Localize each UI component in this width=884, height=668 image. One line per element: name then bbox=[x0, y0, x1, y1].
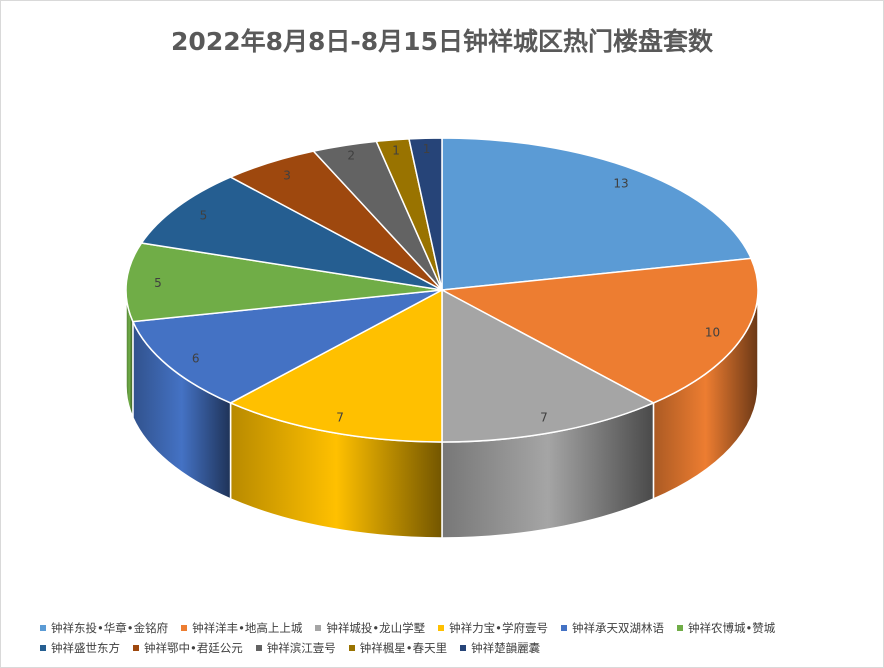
data-label-7: 3 bbox=[283, 168, 291, 182]
legend-item: 钟祥承天双湖林语 bbox=[560, 620, 664, 636]
data-label-8: 2 bbox=[347, 149, 355, 163]
pie-slice-4 bbox=[131, 289, 443, 404]
pie-slice-3 bbox=[228, 288, 443, 443]
legend-swatch bbox=[181, 625, 188, 631]
legend-label: 钟祥力宝•学府壹号 bbox=[449, 621, 548, 635]
pie-slice-0 bbox=[441, 137, 753, 291]
legend-swatch bbox=[438, 625, 445, 631]
pie-slice-1 bbox=[439, 257, 759, 404]
legend-label: 钟祥东投•华章•金铭府 bbox=[51, 621, 169, 635]
legend-swatch bbox=[348, 645, 355, 651]
data-label-9: 1 bbox=[392, 143, 400, 157]
legend-label: 钟祥城投•龙山学墅 bbox=[326, 621, 426, 635]
pie-side-walls bbox=[125, 289, 759, 539]
pie-slice-10 bbox=[408, 137, 443, 291]
data-label-6: 5 bbox=[200, 208, 208, 222]
legend-label: 钟祥承天双湖林语 bbox=[571, 621, 664, 635]
legend-label: 钟祥滨江壹号 bbox=[266, 641, 336, 655]
data-label-3: 7 bbox=[336, 411, 344, 425]
legend-swatch bbox=[560, 625, 567, 631]
legend-label: 钟祥楚韻麗囊 bbox=[471, 641, 541, 655]
legend-swatch bbox=[255, 645, 262, 651]
legend-item: 钟祥城投•龙山学墅 bbox=[315, 620, 425, 636]
legend-label: 钟祥楓星•春天里 bbox=[359, 641, 448, 655]
legend-swatch bbox=[676, 625, 683, 631]
data-label-1: 10 bbox=[705, 325, 720, 339]
legend-item: 钟祥楚韻麗囊 bbox=[460, 640, 540, 656]
pie-top bbox=[125, 137, 759, 443]
data-label-10: 1 bbox=[423, 142, 431, 156]
legend-item: 钟祥鄂中•君廷公元 bbox=[133, 640, 243, 656]
data-label-2: 7 bbox=[540, 411, 548, 425]
pie-slice-6 bbox=[140, 176, 443, 291]
chart-title: 2022年8月8日-8月15日钟祥城区热门楼盘套数 bbox=[171, 27, 713, 56]
data-label-4: 6 bbox=[192, 351, 200, 365]
legend-item: 钟祥农博城•赞城 bbox=[676, 620, 776, 636]
pie-slice-2 bbox=[441, 288, 656, 443]
data-label-5: 5 bbox=[154, 276, 162, 290]
legend-label: 钟祥洋丰•地高上上城 bbox=[192, 621, 303, 635]
legend-item: 钟祥洋丰•地高上上城 bbox=[181, 620, 302, 636]
legend-item: 钟祥力宝•学府壹号 bbox=[438, 620, 548, 636]
legend-swatch bbox=[40, 625, 46, 631]
pie-slice-5 bbox=[125, 242, 443, 323]
legend-item: 钟祥楓星•春天里 bbox=[348, 640, 448, 656]
legend-label: 钟祥鄂中•君廷公元 bbox=[144, 641, 243, 655]
data-label-0: 13 bbox=[613, 177, 628, 191]
legend-label: 钟祥盛世东方 bbox=[51, 641, 120, 655]
legend-item: 钟祥盛世东方 bbox=[40, 640, 120, 656]
legend-row: 钟祥盛世东方 钟祥鄂中•君廷公元 钟祥滨江壹号 钟祥楓星•春天里 钟祥楚韻麗囊 bbox=[40, 638, 860, 658]
legend-item: 钟祥滨江壹号 bbox=[255, 640, 336, 656]
data-labels: 13 10 7 7 6 5 5 3 2 1 1 bbox=[154, 142, 720, 425]
legend-row: 钟祥东投•华章•金铭府 钟祥洋丰•地高上上城 钟祥城投•龙山学墅 钟祥力宝•学府壹号 钟… bbox=[40, 618, 860, 638]
legend-swatch bbox=[315, 625, 322, 631]
legend: 钟祥东投•华章•金铭府 钟祥洋丰•地高上上城 钟祥城投•龙山学墅 钟祥力宝•学府壹号钟… bbox=[40, 618, 860, 658]
legend-swatch bbox=[460, 645, 467, 651]
legend-swatch bbox=[133, 645, 139, 651]
legend-item: 钟祥东投•华章•金铭府 bbox=[40, 620, 168, 636]
legend-swatch bbox=[40, 645, 46, 651]
legend-label: 钟祥农博城•赞城 bbox=[687, 621, 776, 635]
